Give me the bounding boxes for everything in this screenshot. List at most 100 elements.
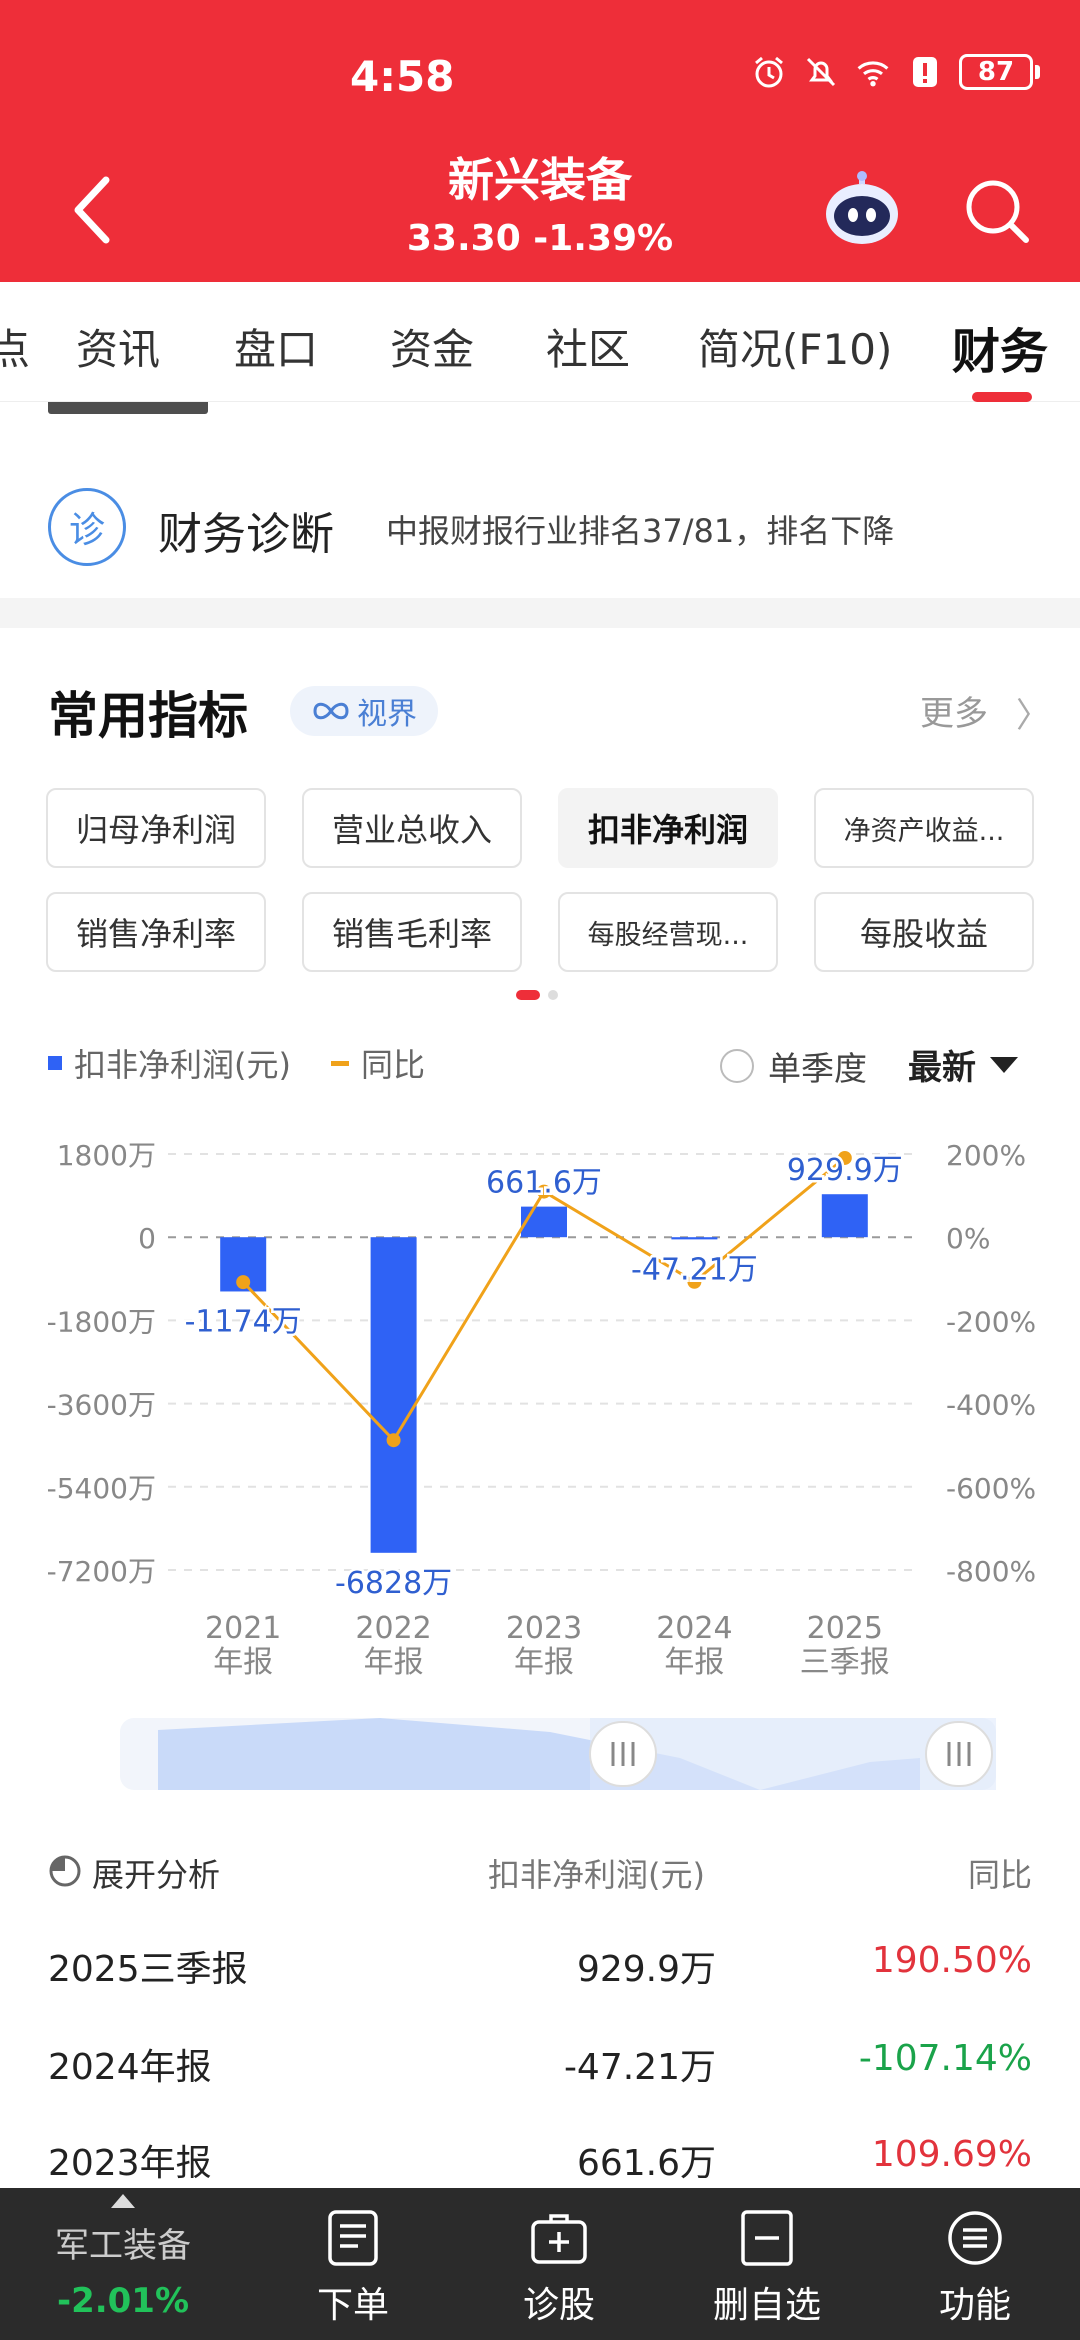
- legend-line-swatch: [330, 1060, 349, 1066]
- tab-partial[interactable]: 点: [0, 325, 31, 374]
- bar-value-label: -6828万: [335, 1566, 452, 1601]
- cut-off-heading: [48, 402, 248, 416]
- chip-deducted-net-profit[interactable]: 扣非净利润: [558, 788, 778, 868]
- right-axis-tick-label: 0%: [946, 1222, 990, 1255]
- single-quarter-label: 单季度: [768, 1049, 867, 1088]
- vision-badge-label: 视界: [357, 697, 417, 732]
- alarm-icon: [751, 54, 787, 90]
- alert-icon: [907, 54, 943, 90]
- vision-badge[interactable]: 视界: [290, 686, 438, 736]
- tab-news[interactable]: 资讯: [76, 325, 161, 374]
- table-row[interactable]: 2023年报 661.6万 109.69%: [0, 2114, 1080, 2204]
- single-quarter-toggle[interactable]: 单季度: [720, 1042, 867, 1090]
- legend-bar-label: 扣非净利润(元): [74, 1046, 291, 1084]
- sector-indicator[interactable]: 军工装备 -2.01%: [28, 2194, 218, 2321]
- sector-change: -2.01%: [56, 2281, 190, 2321]
- x-axis-tick-label: 年报: [213, 1645, 273, 1680]
- chip-roe[interactable]: 净资产收益...: [814, 788, 1034, 868]
- tab-profile-f10[interactable]: 简况(F10): [698, 325, 893, 374]
- pager-dot-active: [516, 990, 540, 1000]
- table-row[interactable]: 2024年报 -47.21万 -107.14%: [0, 2018, 1080, 2108]
- chip-operating-cashflow-per-share[interactable]: 每股经营现...: [558, 892, 778, 972]
- stock-title: 新兴装备 33.30 -1.39%: [340, 152, 740, 262]
- bar-value-label: 929.9万: [787, 1153, 903, 1188]
- diagnosis-description: 中报财报行业排名37/81，排名下降: [386, 512, 895, 550]
- order-button[interactable]: 下单: [268, 2208, 438, 2328]
- radio-icon: [720, 1049, 754, 1083]
- bar[interactable]: [370, 1237, 417, 1553]
- x-axis-tick-label: 2025: [807, 1611, 883, 1646]
- bar[interactable]: [521, 1206, 567, 1238]
- diagnose-stock-label: 诊股: [522, 2285, 595, 2326]
- tab-community[interactable]: 社区: [546, 325, 631, 374]
- bar[interactable]: [671, 1237, 718, 1240]
- more-link[interactable]: 更多: [920, 694, 988, 734]
- chip-gross-margin[interactable]: 销售毛利率: [302, 892, 522, 972]
- stock-name: 新兴装备: [448, 153, 632, 207]
- scrubber-handle-left[interactable]: [589, 1721, 657, 1787]
- latest-dropdown[interactable]: 最新: [908, 1040, 1018, 1089]
- row-period: 2023年报: [48, 2143, 212, 2184]
- left-axis-tick-label: -1800万: [47, 1305, 156, 1338]
- row-period: 2024年报: [48, 2047, 212, 2088]
- pager-dot: [548, 990, 558, 1000]
- more-functions-button[interactable]: 功能: [890, 2208, 1060, 2328]
- range-scrubber[interactable]: [120, 1718, 996, 1790]
- diagnosis-title: 财务诊断: [158, 509, 334, 560]
- right-axis-tick-label: -400%: [946, 1389, 1036, 1422]
- chevron-right-icon: 〉: [1016, 696, 1050, 736]
- tab-finance[interactable]: 财务: [952, 324, 1049, 380]
- x-axis-tick-label: 年报: [514, 1645, 574, 1680]
- scrubber-handle-right[interactable]: [925, 1721, 993, 1787]
- mute-icon: [803, 54, 839, 90]
- finance-diagnosis[interactable]: 诊 财务诊断 中报财报行业排名37/81，排名下降: [0, 402, 1080, 598]
- battery-level: 87: [959, 54, 1033, 90]
- left-axis-tick-label: -7200万: [47, 1555, 156, 1588]
- yoy-point[interactable]: [687, 1274, 702, 1289]
- infinity-icon: [313, 702, 349, 720]
- wifi-icon: [855, 54, 891, 90]
- chip-pager: [516, 990, 558, 1000]
- bar-value-label: -47.21万: [631, 1252, 758, 1287]
- bar-value-label: -1174万: [185, 1304, 302, 1339]
- diagnose-stock-button[interactable]: 诊股: [474, 2208, 644, 2328]
- section-divider: [0, 598, 1080, 628]
- chip-total-revenue[interactable]: 营业总收入: [302, 788, 522, 868]
- latest-label: 最新: [908, 1048, 976, 1088]
- tab-funds[interactable]: 资金: [390, 325, 475, 374]
- remove-watchlist-label: 删自选: [712, 2285, 821, 2326]
- bar[interactable]: [821, 1194, 868, 1238]
- status-time: 4:58: [350, 52, 455, 101]
- right-axis-tick-label: -800%: [946, 1555, 1036, 1588]
- tab-quote[interactable]: 盘口: [234, 325, 319, 374]
- analysis-table-header: 展开分析 扣非净利润(元) 同比: [0, 1840, 1080, 1900]
- col-header-yoy: 同比: [967, 1856, 1032, 1894]
- chart-legend: 扣非净利润(元) 同比: [48, 1040, 425, 1086]
- order-label: 下单: [316, 2285, 389, 2326]
- chip-net-profit-parent[interactable]: 归母净利润: [46, 788, 266, 868]
- legend-bar-swatch: [48, 1056, 62, 1070]
- ai-assistant-button[interactable]: [822, 170, 902, 250]
- header: 4:58 87 新兴装备 33.30 -1.39%: [0, 0, 1080, 282]
- yoy-point[interactable]: [837, 1150, 852, 1165]
- caret-down-icon: [990, 1056, 1018, 1073]
- chip-eps[interactable]: 每股收益: [814, 892, 1034, 972]
- active-tab-indicator: [972, 392, 1032, 402]
- legend-line-label: 同比: [360, 1046, 425, 1084]
- profit-chart[interactable]: -1174万 -6828万 661.6万 -47.21万 929.9万 1800万 0 -1…: [0, 1110, 1080, 1690]
- yoy-point[interactable]: [537, 1184, 551, 1199]
- row-value: 929.9万: [576, 1949, 716, 1990]
- chip-net-margin[interactable]: 销售净利率: [46, 892, 266, 972]
- table-row[interactable]: 2025三季报 929.9万 190.50%: [0, 1920, 1080, 2010]
- yoy-point[interactable]: [386, 1433, 401, 1448]
- expand-analysis-button[interactable]: 展开分析: [92, 1856, 221, 1894]
- back-arrow-icon: [74, 176, 110, 244]
- remove-watchlist-button[interactable]: 删自选: [682, 2208, 852, 2328]
- x-axis-tick-label: 2021: [205, 1611, 281, 1646]
- back-button[interactable]: [62, 172, 122, 248]
- bottom-action-bar: 军工装备 -2.01% 下单 诊股 删自选 功能: [0, 2188, 1080, 2340]
- search-button[interactable]: [962, 176, 1032, 246]
- row-value: -47.21万: [563, 2047, 716, 2088]
- yoy-point[interactable]: [236, 1275, 251, 1290]
- order-icon: [328, 2210, 378, 2266]
